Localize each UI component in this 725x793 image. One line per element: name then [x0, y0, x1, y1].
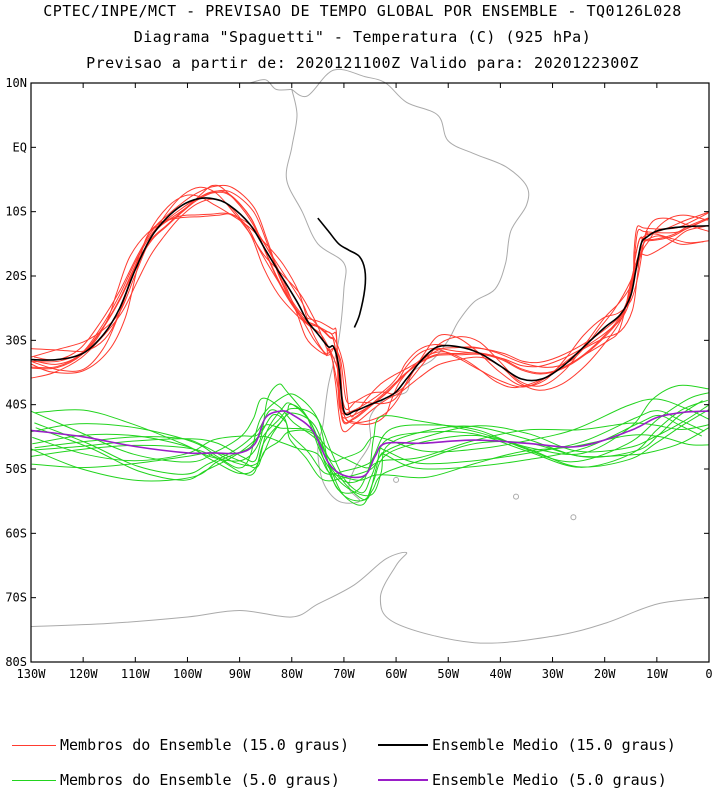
y-tick-label: 70S: [5, 591, 27, 605]
member-line: [30, 213, 704, 425]
x-tick-label: 120W: [69, 667, 99, 681]
x-tick-label: 0: [705, 667, 712, 681]
member-line: [30, 404, 710, 494]
y-tick-label: 60S: [5, 526, 27, 540]
legend-swatch-red: [12, 744, 56, 746]
legend-swatch-purple: [378, 779, 428, 781]
y-tick-label: EQ: [13, 140, 27, 154]
y-tick-label: 20S: [5, 269, 27, 283]
member-line: [32, 399, 708, 502]
legend-item-mean-15: Ensemble Medio (15.0 graus): [378, 736, 676, 754]
legend-label: Ensemble Medio (15.0 graus): [432, 736, 676, 754]
plot-frame: [30, 82, 710, 663]
island-outline: [513, 493, 520, 500]
south-america-coast: [285, 68, 530, 504]
member-line: [30, 184, 710, 418]
x-tick-label: 130W: [17, 667, 47, 681]
legend-swatch-black: [378, 744, 428, 746]
member-line: [32, 212, 710, 423]
legend-label: Membros do Ensemble (5.0 graus): [60, 771, 340, 789]
member-line: [31, 190, 709, 424]
ensemble-members: [30, 184, 710, 506]
island-outline: [570, 514, 577, 521]
mean-line: [317, 217, 367, 328]
legend-item-mean-5: Ensemble Medio (5.0 graus): [378, 771, 667, 789]
y-tick-label: 30S: [5, 333, 27, 347]
legend-row-1: Membros do Ensemble (15.0 graus) Ensembl…: [0, 736, 725, 758]
x-tick-label: 80W: [281, 667, 303, 681]
legend-item-members-5: Membros do Ensemble (5.0 graus): [12, 771, 340, 789]
x-tick-label: 20W: [594, 667, 616, 681]
mean-line: [30, 410, 710, 479]
ensemble-means: [30, 197, 710, 479]
x-tick-label: 10W: [646, 667, 668, 681]
member-line: [34, 184, 709, 415]
x-tick-label: 60W: [385, 667, 407, 681]
antarctica-coast: [30, 551, 710, 644]
y-tick-label: 10S: [5, 205, 27, 219]
y-tick-label: 80S: [5, 655, 27, 669]
y-tick-label: 50S: [5, 462, 27, 476]
member-line: [34, 409, 705, 475]
member-line: [31, 191, 709, 425]
legend-label: Ensemble Medio (5.0 graus): [432, 771, 667, 789]
member-line: [33, 189, 709, 419]
x-tick-label: 90W: [229, 667, 251, 681]
chart-title-line-3: Previsao a partir de: 2020121100Z Valido…: [86, 54, 639, 72]
x-tick-label: 70W: [333, 667, 355, 681]
x-tick-label: 110W: [121, 667, 151, 681]
x-tick-label: 50W: [437, 667, 459, 681]
member-line: [35, 383, 709, 484]
member-line: [30, 194, 710, 405]
central-america-coast: [249, 79, 292, 91]
coastline-map: [30, 68, 710, 644]
chart-title-line-2: Diagrama "Spaguetti" - Temperatura (C) (…: [133, 28, 592, 46]
axes: 130W 120W 110W 100W 90W 80W 70W 60W 50W 40W 30W 20W…: [5, 76, 712, 681]
legend-label: Membros do Ensemble (15.0 graus): [60, 736, 349, 754]
legend-swatch-green: [12, 779, 56, 781]
legend-row-2: Membros do Ensemble (5.0 graus) Ensemble…: [0, 771, 725, 793]
y-tick-label: 10N: [5, 76, 27, 90]
legend-item-members-15: Membros do Ensemble (15.0 graus): [12, 736, 349, 754]
x-tick-label: 30W: [542, 667, 564, 681]
chart-title-line-1: CPTEC/INPE/MCT - PREVISAO DE TEMPO GLOBA…: [43, 2, 682, 20]
x-tick-label: 100W: [173, 667, 203, 681]
island-outline: [393, 476, 400, 483]
mean-line: [30, 197, 710, 416]
member-line: [30, 186, 709, 410]
spaghetti-chart: 130W 120W 110W 100W 90W 80W 70W 60W 50W 40W 30W 20W…: [5, 68, 713, 681]
x-tick-label: 40W: [490, 667, 512, 681]
y-tick-label: 40S: [5, 398, 27, 412]
